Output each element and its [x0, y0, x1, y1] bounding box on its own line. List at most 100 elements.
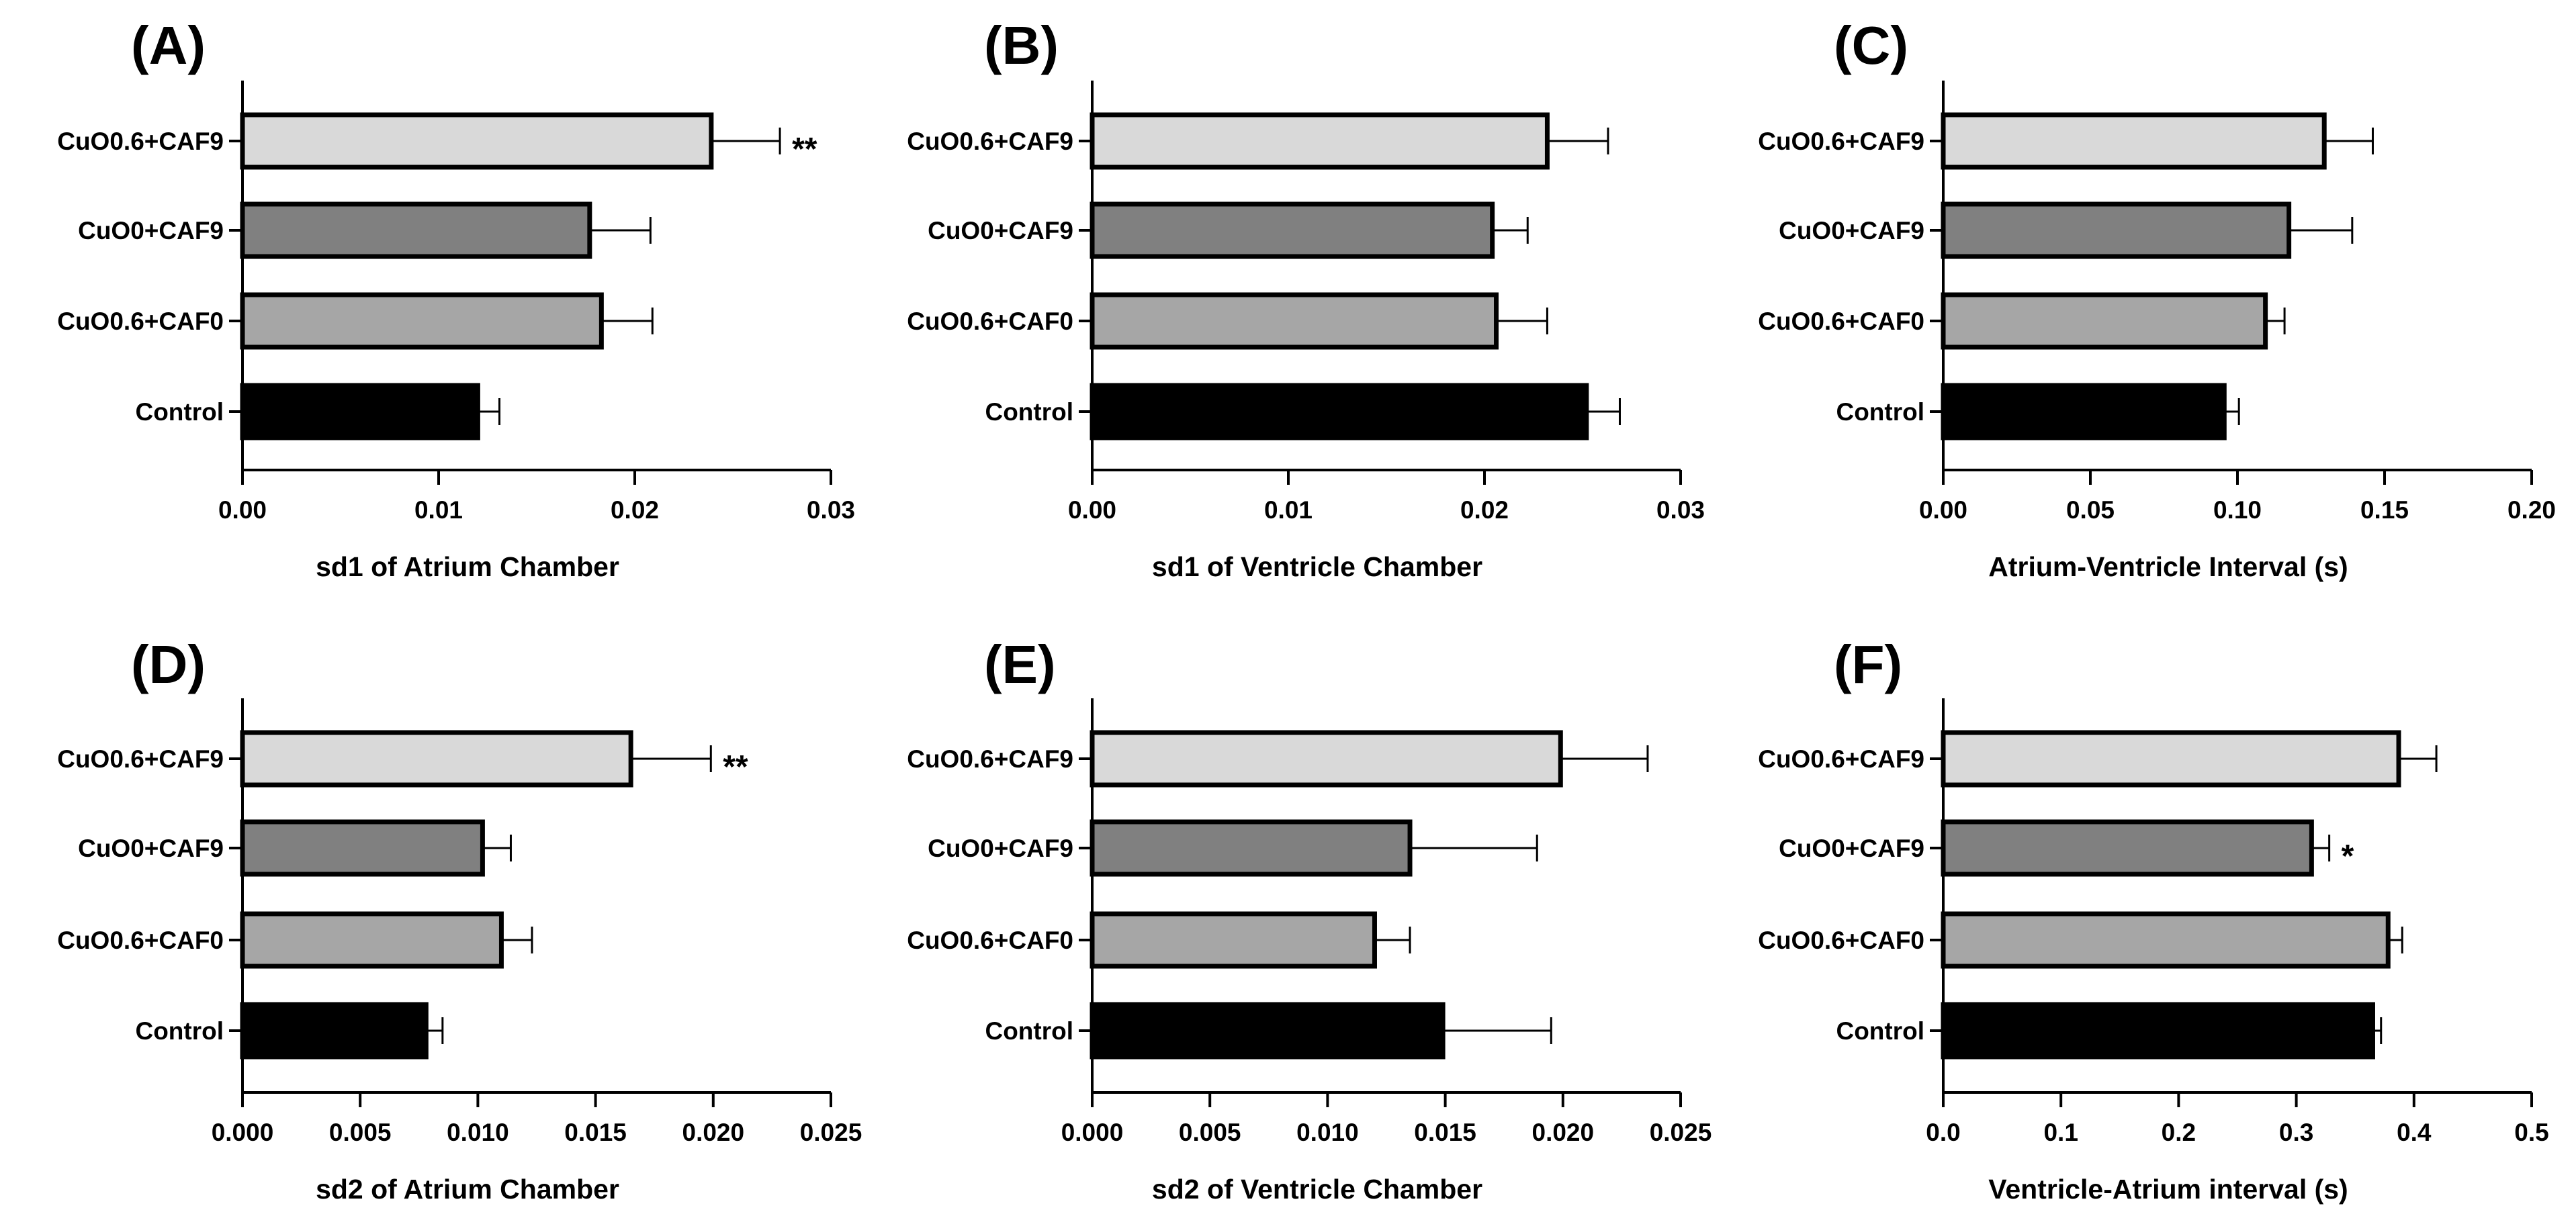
x-tick-label: 0.0	[1926, 1119, 1960, 1146]
category-label: CuO0.6+CAF0	[1758, 308, 1924, 335]
x-tick-label: 0.00	[1919, 496, 1967, 524]
x-axis-title: Atrium-Ventricle Interval (s)	[1988, 551, 2348, 582]
x-tick-label: 0.020	[682, 1119, 745, 1146]
panel-label-a: (A)	[131, 15, 206, 75]
panel-label-b: (B)	[984, 15, 1059, 75]
panel-b: (B) 0.00 0.01 0.02 0.03 sd1 of Ventricle Cham…	[907, 15, 1705, 582]
x-axis-title: sd2 of Ventricle Chamber	[1152, 1174, 1482, 1205]
x-tick-label: 0.02	[611, 496, 659, 524]
category-label: CuO0+CAF9	[78, 217, 224, 244]
category-label: CuO0+CAF9	[928, 835, 1073, 862]
bar	[1090, 911, 1377, 969]
bar	[1941, 819, 2314, 877]
panel-label-f: (F)	[1834, 635, 1902, 694]
significance-marker: **	[723, 749, 748, 785]
category-label: CuO0.6+CAF0	[1758, 927, 1924, 954]
category-label: CuO0.6+CAF9	[57, 745, 224, 773]
category-label: Control	[985, 398, 1073, 426]
category-label: CuO0.6+CAF9	[1758, 128, 1924, 155]
x-tick-label: 0.20	[2507, 496, 2556, 524]
bar	[1090, 201, 1495, 259]
bar	[1941, 730, 2401, 788]
x-tick-label: 0.005	[1179, 1119, 1241, 1146]
x-tick-label: 0.4	[2397, 1119, 2432, 1146]
x-tick-label: 0.01	[414, 496, 463, 524]
x-tick-label: 0.02	[1460, 496, 1509, 524]
significance-marker: *	[2342, 839, 2354, 874]
bar	[1090, 1002, 1446, 1060]
category-label: CuO0+CAF9	[1779, 835, 1924, 862]
x-tick-label: 0.5	[2514, 1119, 2548, 1146]
bar	[240, 292, 604, 350]
panel-d: (D) 0.000 0.005 0.010 0.015 0.020 0.025 sd2 of …	[57, 635, 862, 1205]
bar	[1941, 383, 2227, 440]
category-label: CuO0+CAF9	[928, 217, 1073, 244]
panel-f: (F) 0.0 0.1 0.2 0.3 0.4 0.5 Ventricle-Atrium in…	[1758, 635, 2548, 1205]
category-label: CuO0.6+CAF9	[907, 128, 1073, 155]
bar	[1090, 819, 1413, 877]
x-tick-label: 0.03	[1656, 496, 1705, 524]
x-tick-label: 0.005	[329, 1119, 392, 1146]
bar	[240, 819, 485, 877]
category-label: CuO0.6+CAF0	[907, 308, 1073, 335]
panel-e: (E) 0.000 0.005 0.010 0.015 0.020 0.025 sd2 of …	[907, 635, 1712, 1205]
bar	[1941, 292, 2268, 350]
x-tick-label: 0.1	[2043, 1119, 2078, 1146]
x-tick-label: 0.01	[1264, 496, 1313, 524]
x-tick-label: 0.00	[1068, 496, 1116, 524]
bar	[1941, 911, 2391, 969]
x-axis-title: sd2 of Atrium Chamber	[316, 1174, 619, 1205]
x-axis-title: sd1 of Ventricle Chamber	[1152, 551, 1482, 582]
x-tick-label: 0.10	[2213, 496, 2262, 524]
panel-label-c: (C)	[1834, 15, 1908, 75]
x-tick-label: 0.3	[2279, 1119, 2313, 1146]
bar	[1090, 292, 1499, 350]
bar	[240, 730, 633, 788]
x-tick-label: 0.015	[564, 1119, 627, 1146]
x-tick-label: 0.025	[800, 1119, 862, 1146]
bar	[240, 1002, 429, 1060]
x-tick-label: 0.010	[1296, 1119, 1359, 1146]
x-tick-label: 0.020	[1532, 1119, 1595, 1146]
category-label: Control	[135, 398, 224, 426]
category-label: Control	[1836, 398, 1924, 426]
category-label: CuO0+CAF9	[1779, 217, 1924, 244]
category-label: CuO0.6+CAF9	[907, 745, 1073, 773]
x-tick-label: 0.000	[212, 1119, 274, 1146]
x-tick-label: 0.03	[807, 496, 855, 524]
bar	[240, 911, 504, 969]
category-label: CuO0.6+CAF0	[907, 927, 1073, 954]
panel-label-d: (D)	[131, 635, 206, 694]
bar	[1941, 1002, 2375, 1060]
x-tick-label: 0.00	[218, 496, 267, 524]
x-tick-label: 0.05	[2066, 496, 2115, 524]
x-tick-label: 0.2	[2162, 1119, 2196, 1146]
x-tick-label: 0.025	[1650, 1119, 1712, 1146]
bar	[240, 383, 480, 440]
x-tick-label: 0.000	[1061, 1119, 1124, 1146]
panel-label-e: (E)	[984, 635, 1056, 694]
x-tick-label: 0.010	[447, 1119, 509, 1146]
category-label: CuO0.6+CAF9	[57, 128, 224, 155]
x-tick-label: 0.015	[1414, 1119, 1476, 1146]
bar	[1090, 730, 1563, 788]
category-label: CuO0+CAF9	[78, 835, 224, 862]
significance-marker: **	[792, 132, 817, 167]
x-axis-title: Ventricle-Atrium interval (s)	[1988, 1174, 2348, 1205]
x-tick-label: 0.15	[2360, 496, 2409, 524]
category-label: Control	[1836, 1017, 1924, 1045]
bar	[1090, 112, 1550, 170]
category-label: CuO0.6+CAF9	[1758, 745, 1924, 773]
category-label: Control	[985, 1017, 1073, 1045]
bar	[240, 201, 592, 259]
bar	[1090, 383, 1589, 440]
category-label: Control	[135, 1017, 224, 1045]
x-axis-title: sd1 of Atrium Chamber	[316, 551, 619, 582]
bar	[1941, 201, 2292, 259]
category-label: CuO0.6+CAF0	[57, 927, 224, 954]
bar	[240, 112, 714, 170]
category-label: CuO0.6+CAF0	[57, 308, 224, 335]
panel-c: (C) 0.00 0.05 0.10 0.15 0.20 Atrium-Ventricle …	[1758, 15, 2556, 582]
bar	[1941, 112, 2327, 170]
